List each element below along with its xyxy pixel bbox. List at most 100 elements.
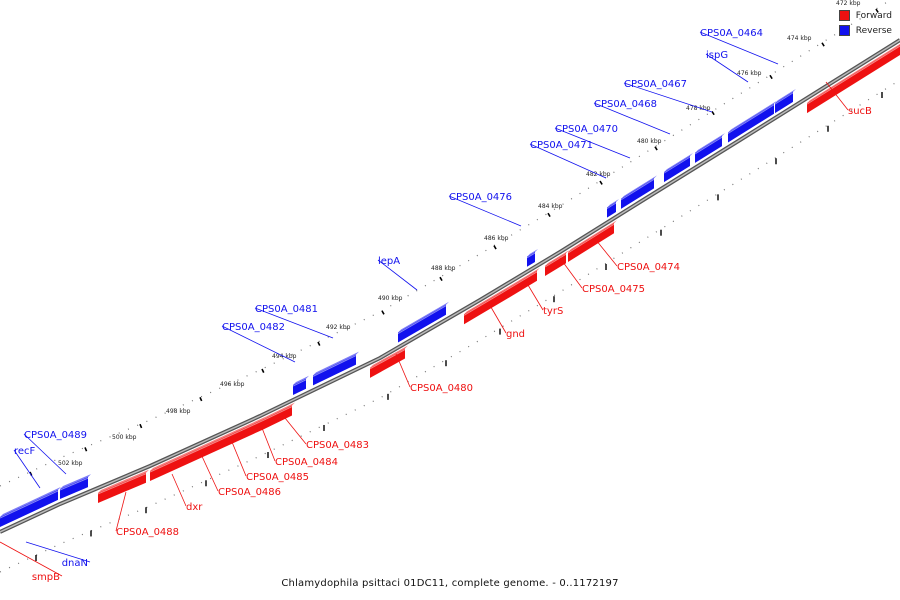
forward-gene-7-top (244, 416, 267, 429)
legend-item-reverse: Reverse (838, 23, 892, 38)
gene-label: sucB (848, 106, 872, 117)
leader-line (593, 102, 671, 135)
genome-caption: Chlamydophila psittaci 01DC11, complete … (281, 578, 619, 589)
reverse-gene-0-shine (774, 92, 794, 105)
leader-line (25, 541, 91, 563)
gene-label: CPS0A_0476 (449, 192, 512, 203)
tick-label: 472 kbp (836, 0, 861, 7)
gene-label: CPS0A_0485 (246, 472, 309, 483)
gene-label: CPS0A_0489 (24, 430, 87, 441)
tick-label: 476 kbp (737, 70, 762, 77)
forward-gene-1-shine (567, 223, 615, 254)
outer-tick (875, 8, 879, 13)
gene-label: smpB (32, 572, 60, 583)
outer-tick (769, 74, 773, 80)
reverse-gene-4-top (621, 175, 657, 199)
tick-label: 484 kbp (538, 203, 563, 210)
gene-label: CPS0A_0483 (306, 440, 369, 451)
reverse-gene-11 (25, 486, 61, 515)
reverse-gene-2-shine (694, 136, 723, 155)
gene-label: CPS0A_0480 (410, 383, 473, 394)
reverse-gene-8 (312, 351, 359, 386)
outer-tick (711, 110, 715, 116)
leader-line (395, 353, 411, 388)
outer-tick (381, 310, 385, 315)
forward-gene-7-body (244, 419, 264, 439)
forward-gene-0-shine (806, 45, 900, 105)
tick-label: 492 kbp (326, 324, 351, 331)
reverse-gene-9-shine (292, 379, 307, 387)
reverse-gene-5-body (607, 202, 616, 218)
reverse-gene-4-body (621, 178, 654, 209)
gene-label: lepA (378, 256, 400, 267)
forward-gene-0 (806, 43, 900, 114)
reverse-gene-12-shine (0, 505, 27, 519)
leader-line (171, 473, 187, 507)
tick-label: 498 kbp (166, 408, 191, 415)
forward-gene-9-shine (179, 445, 209, 459)
reverse-gene-3 (663, 153, 693, 183)
outer-tick (654, 146, 658, 151)
forward-gene-10-body (150, 457, 180, 481)
leader-line (623, 82, 713, 113)
gene-label: CPS0A_0470 (555, 124, 618, 135)
reverse-gene-1-top (728, 100, 777, 133)
gene-label: CPS0A_0481 (255, 304, 318, 315)
tick-label: 474 kbp (787, 35, 812, 42)
inner-ruler (0, 79, 900, 573)
forward-gene-10-shine (149, 457, 181, 473)
reverse-gene-10-body (60, 477, 88, 499)
outer-tick (139, 423, 143, 429)
leader-line (0, 541, 63, 577)
tick-label: 480 kbp (637, 138, 662, 145)
tick-label: 502 kbp (58, 460, 83, 467)
leader-line (699, 31, 779, 65)
reverse-gene-1 (727, 100, 777, 143)
genome-backbone-highlight (0, 39, 900, 533)
forward-gene-9-top (180, 441, 211, 458)
leader-line (377, 259, 418, 291)
forward-gene-0-top (807, 43, 900, 104)
outer-ruler (0, 0, 892, 487)
gene-label: tyrS (543, 306, 563, 317)
forward-gene-10 (149, 454, 183, 481)
forward-gene-9 (179, 441, 211, 468)
tick-label: 496 kbp (220, 381, 245, 388)
reverse-gene-9 (292, 375, 309, 396)
leader-line (559, 257, 583, 289)
reverse-gene-11-body (26, 489, 58, 515)
forward-gene-3-top (502, 267, 540, 292)
reverse-gene-5-shine (606, 202, 617, 210)
forward-gene-5 (369, 345, 408, 378)
reverse-gene-6-body (527, 252, 535, 267)
leader-line (487, 301, 507, 334)
legend-item-forward: Forward (838, 8, 892, 23)
outer-tick (199, 396, 203, 402)
reverse-gene-5-top (607, 199, 619, 208)
reverse-gene-12 (0, 501, 29, 527)
reverse-gene-10-top (60, 474, 91, 489)
forward-gene-2-shine (544, 253, 567, 268)
forward-gene-8-body (208, 428, 244, 455)
gene-label: CPS0A_0471 (530, 140, 593, 151)
reverse-gene-7-top (398, 301, 449, 333)
forward-gene-11-top (98, 469, 149, 493)
outer-tick (493, 245, 497, 250)
forward-gene-7 (243, 416, 267, 439)
forward-gene-6 (263, 402, 295, 430)
reverse-gene-10 (59, 474, 91, 499)
reverse-gene-6 (526, 249, 538, 267)
leader-line (115, 491, 127, 532)
forward-gene-5-body (370, 348, 405, 378)
reverse-gene-0 (774, 88, 796, 114)
forward-gene-1-body (568, 223, 614, 262)
gene-label: CPS0A_0482 (222, 322, 285, 333)
forward-gene-4-shine (463, 292, 503, 316)
reverse-gene-6-top (527, 249, 538, 257)
reverse-gene-11-shine (25, 490, 59, 507)
reverse-gene-6-shine (526, 252, 536, 259)
reverse-gene-12-body (0, 504, 26, 527)
gene-label: CPS0A_0467 (624, 79, 687, 90)
reverse-gene-0-body (775, 91, 793, 114)
